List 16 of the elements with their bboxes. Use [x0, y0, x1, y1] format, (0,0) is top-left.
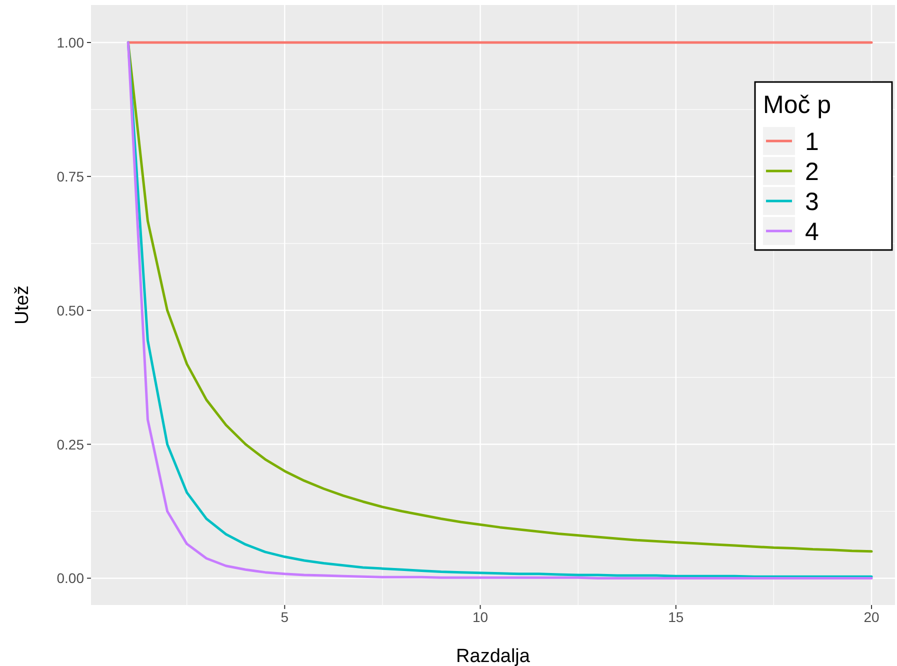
legend-title: Moč p — [763, 91, 832, 119]
x-axis-title: Razdalja — [456, 646, 530, 666]
legend-label: 4 — [805, 218, 819, 246]
x-tick-label: 10 — [472, 609, 488, 625]
y-axis-title: Utež — [12, 285, 33, 325]
x-tick-label: 5 — [280, 609, 289, 625]
y-tick-label: 0.50 — [56, 302, 84, 318]
y-tick-label: 0.00 — [56, 570, 84, 586]
legend-label: 3 — [805, 188, 819, 216]
legend-label: 1 — [805, 128, 819, 156]
x-tick-label: 20 — [864, 609, 880, 625]
y-tick-label: 1.00 — [56, 34, 84, 50]
y-tick-label: 0.75 — [56, 168, 84, 184]
y-tick-label: 0.25 — [56, 436, 84, 452]
x-tick-label: 15 — [668, 609, 684, 625]
legend-label: 2 — [805, 158, 819, 186]
